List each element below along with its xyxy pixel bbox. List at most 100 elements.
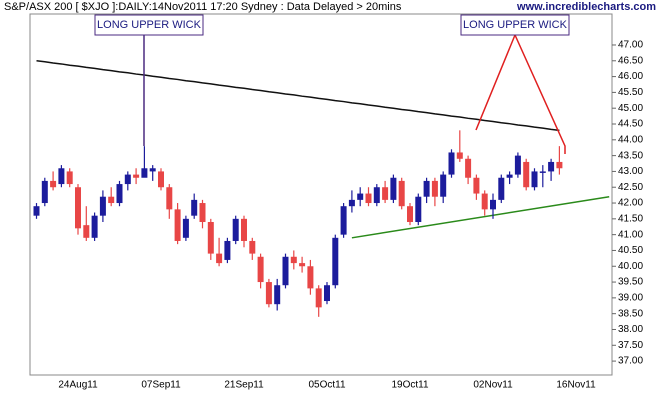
candle-body	[282, 256, 289, 286]
annotation: LONG UPPER WICK	[463, 19, 568, 31]
y-tick-label: 46.00	[618, 71, 643, 82]
candle-body	[398, 180, 405, 207]
candle-body	[257, 256, 264, 283]
candle-body	[506, 174, 513, 178]
candle-body	[548, 161, 555, 172]
candle-body	[431, 180, 438, 197]
candle-body	[556, 161, 563, 169]
candle-body	[307, 266, 314, 289]
y-tick-label: 42.50	[618, 182, 643, 193]
candle-body	[174, 209, 181, 241]
candle-body	[481, 193, 488, 210]
y-tick-label: 47.00	[618, 40, 643, 51]
candle-body	[415, 196, 422, 223]
y-tick-label: 44.00	[618, 134, 643, 145]
candle-body	[365, 193, 372, 204]
candle-body	[199, 203, 206, 223]
x-tick-label: 16Nov11	[556, 380, 596, 391]
plot-area	[29, 13, 613, 376]
candle-body	[315, 288, 322, 308]
annotation: LONG UPPER WICK	[97, 19, 202, 31]
y-tick-label: 38.00	[618, 324, 643, 335]
candle-body	[274, 285, 281, 305]
candle-body	[207, 222, 214, 254]
source: www.incrediblecharts.com	[516, 1, 656, 13]
x-tick-label: 05Oct11	[308, 380, 345, 391]
candle-body	[498, 177, 505, 200]
candle-body	[133, 174, 140, 178]
candle-body	[390, 177, 397, 200]
candle-body	[290, 256, 297, 264]
candle-body	[407, 206, 413, 223]
y-tick-label: 38.50	[618, 308, 643, 319]
candle-body	[99, 196, 106, 216]
candle-body	[456, 152, 463, 159]
candle-body	[116, 184, 123, 204]
candle-body	[332, 237, 339, 286]
candle-body	[523, 161, 530, 188]
x-tick-label: 21Sep11	[224, 380, 264, 391]
candle-body	[191, 199, 198, 216]
y-tick-label: 41.00	[618, 229, 643, 240]
y-tick-label: 45.00	[618, 103, 643, 114]
candle-body	[340, 206, 347, 235]
candle-body	[41, 180, 48, 204]
annotation-box	[94, 14, 204, 36]
annotation-box	[460, 14, 570, 36]
trendline	[351, 195, 610, 239]
chart-title: S&P/ASX 200 [ $XJO ]:DAILY:14Nov2011 17:…	[4, 1, 402, 13]
candle-body	[124, 174, 131, 185]
candle-body	[83, 225, 90, 238]
candle-body	[357, 193, 364, 200]
candle-body	[108, 196, 115, 204]
annotation-pointer	[475, 33, 566, 154]
candle-body	[216, 253, 223, 264]
candle-body	[440, 174, 447, 197]
candle-body	[141, 168, 148, 178]
candle-body	[373, 187, 380, 204]
candle-body	[249, 240, 256, 254]
candle-body	[514, 155, 521, 175]
y-tick-label: 37.50	[618, 340, 643, 351]
y-tick-label: 44.50	[618, 119, 643, 130]
y-tick-label: 46.50	[618, 55, 643, 66]
y-tick-label: 39.00	[618, 293, 643, 304]
candle-body	[324, 285, 330, 302]
candle-body	[91, 215, 98, 238]
y-tick-label: 43.00	[618, 166, 643, 177]
candle-body	[382, 187, 389, 200]
candle-body	[473, 177, 480, 194]
x-tick-label: 19Oct11	[391, 380, 428, 391]
candle-body	[531, 171, 538, 188]
candle-body	[299, 263, 306, 267]
candle-body	[465, 158, 472, 178]
candle-body	[241, 218, 247, 241]
candle-body	[149, 168, 156, 172]
candle-body	[33, 206, 40, 216]
candle-body	[166, 187, 173, 210]
x-tick-label: 24Aug11	[58, 380, 98, 391]
candle-body	[75, 187, 81, 229]
candle-body	[423, 180, 430, 197]
candle-body	[158, 171, 164, 188]
candle-body	[232, 218, 239, 241]
candle-body	[539, 171, 546, 173]
y-tick-label: 40.50	[618, 245, 643, 256]
candle-body	[58, 168, 65, 185]
candle-body	[182, 218, 189, 238]
y-tick-label: 42.00	[618, 198, 643, 209]
y-tick-label: 39.50	[618, 277, 643, 288]
candle-body	[448, 152, 455, 175]
y-tick-label: 37.00	[618, 356, 643, 367]
y-tick-label: 45.50	[618, 87, 643, 98]
x-tick-label: 02Nov11	[473, 380, 513, 391]
y-tick-label: 40.00	[618, 261, 643, 272]
candle-body	[224, 240, 231, 260]
moving-average	[36, 60, 560, 132]
y-tick-label: 43.50	[618, 150, 643, 161]
candle-body	[265, 282, 272, 305]
candle-body	[66, 171, 73, 185]
candle-body	[490, 199, 496, 210]
y-tick-label: 41.50	[618, 213, 643, 224]
